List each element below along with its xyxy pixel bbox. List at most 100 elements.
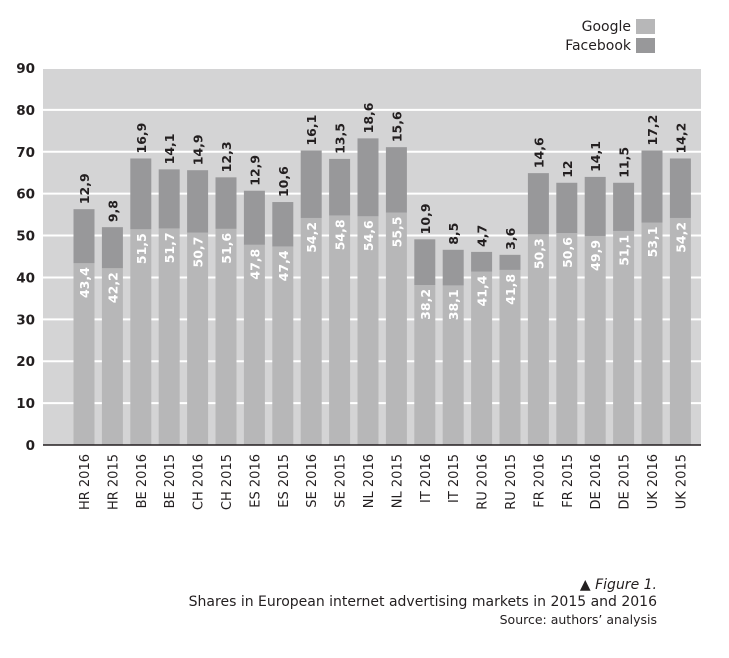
- bar-facebook: [101, 227, 123, 269]
- data-label-google: 47,4: [276, 250, 291, 281]
- y-tick-label: 60: [16, 187, 35, 203]
- legend-swatch-facebook: [636, 38, 655, 53]
- data-label-google: 54,8: [333, 219, 348, 250]
- x-tick-label: CH 2016: [192, 454, 207, 510]
- bar-facebook: [613, 182, 635, 231]
- bar-facebook: [357, 138, 379, 217]
- legend: Google Facebook: [565, 17, 655, 55]
- y-tick-label: 70: [16, 145, 35, 161]
- data-label-google: 41,8: [503, 274, 518, 305]
- data-label-facebook: 10,6: [276, 166, 291, 197]
- y-tick-label: 30: [16, 312, 35, 328]
- bar-google: [584, 235, 606, 445]
- x-tick-label: SE 2016: [305, 454, 320, 508]
- bar-google: [414, 284, 436, 445]
- bar-facebook: [669, 158, 691, 218]
- bar-google: [272, 246, 294, 445]
- bar-facebook: [499, 254, 521, 270]
- data-label-facebook: 12,9: [77, 173, 92, 204]
- legend-label-google: Google: [581, 18, 631, 35]
- data-label-google: 50,7: [191, 237, 206, 268]
- data-label-google: 51,5: [134, 233, 149, 264]
- y-tick-label: 40: [16, 270, 35, 286]
- figure-label: Figure 1.: [595, 577, 657, 593]
- x-tick-label: ES 2015: [277, 454, 292, 508]
- legend-item-google: Google: [565, 17, 655, 36]
- data-label-google: 51,1: [617, 235, 632, 266]
- data-label-facebook: 10,9: [418, 203, 433, 234]
- bar-facebook: [187, 170, 209, 233]
- data-label-facebook: 13,5: [333, 123, 348, 154]
- x-tick-label: FR 2015: [561, 454, 576, 508]
- y-tick-label: 20: [16, 354, 35, 370]
- bar-google: [101, 268, 123, 445]
- data-label-facebook: 14,9: [191, 134, 206, 165]
- legend-label-facebook: Facebook: [565, 37, 631, 54]
- x-tick-label: NL 2016: [362, 454, 377, 508]
- bar-google: [300, 217, 322, 445]
- y-tick-label: 50: [16, 229, 35, 245]
- data-label-facebook: 14,2: [673, 123, 688, 154]
- x-tick-label: IT 2016: [419, 454, 434, 503]
- x-tick-label: NL 2015: [390, 454, 405, 508]
- bar-facebook: [130, 158, 152, 230]
- y-tick-label: 0: [26, 438, 35, 454]
- data-label-google: 55,5: [389, 217, 404, 248]
- bar-facebook: [329, 158, 351, 216]
- data-label-google: 54,2: [673, 222, 688, 253]
- data-label-google: 42,2: [105, 272, 120, 303]
- y-tick-label: 10: [16, 396, 35, 412]
- bar-google: [130, 229, 152, 445]
- bar-google: [442, 285, 464, 445]
- data-label-google: 51,6: [219, 233, 234, 264]
- bar-google: [357, 216, 379, 445]
- bar-google: [471, 271, 493, 445]
- x-tick-label: CH 2015: [220, 454, 235, 510]
- bar-google: [158, 228, 180, 445]
- data-label-facebook: 8,5: [446, 223, 461, 245]
- data-label-google: 50,3: [531, 238, 546, 269]
- data-label-facebook: 16,1: [304, 115, 319, 146]
- bar-google: [215, 228, 237, 445]
- bar-facebook: [272, 202, 294, 247]
- x-tick-label: FR 2016: [532, 454, 547, 508]
- data-label-google: 38,2: [418, 289, 433, 320]
- x-tick-label: ES 2016: [248, 454, 263, 508]
- data-label-facebook: 14,1: [162, 134, 177, 165]
- bar-google: [385, 212, 407, 445]
- triangle-icon: ▲: [579, 577, 591, 593]
- x-tick-label: SE 2015: [334, 454, 349, 508]
- x-tick-label: RU 2015: [504, 454, 519, 510]
- bar-facebook: [73, 209, 95, 264]
- bar-facebook: [471, 251, 493, 272]
- legend-swatch-google: [636, 19, 655, 34]
- data-label-google: 43,4: [77, 267, 92, 298]
- x-tick-label: IT 2015: [447, 454, 462, 503]
- data-label-facebook: 3,6: [503, 227, 518, 249]
- x-tick-label: UK 2016: [646, 454, 661, 509]
- data-label-google: 38,1: [446, 289, 461, 320]
- data-label-facebook: 15,6: [389, 111, 404, 142]
- x-tick-label: BE 2016: [135, 454, 150, 508]
- y-tick-label: 80: [16, 103, 35, 119]
- figure-title: Shares in European internet advertising …: [188, 594, 657, 610]
- x-tick-label: RU 2016: [476, 454, 491, 510]
- data-label-facebook: 4,7: [475, 225, 490, 247]
- legend-item-facebook: Facebook: [565, 36, 655, 55]
- figure-caption: ▲ Figure 1. Shares in European internet …: [189, 577, 657, 627]
- data-label-google: 53,1: [645, 227, 660, 258]
- bar-google: [613, 230, 635, 445]
- data-label-facebook: 16,9: [134, 123, 149, 154]
- x-tick-label: HR 2016: [78, 454, 93, 510]
- data-label-facebook: 17,2: [645, 115, 660, 146]
- x-tick-label: BE 2015: [163, 454, 178, 508]
- bar-facebook: [556, 182, 578, 234]
- x-tick-label: UK 2015: [674, 454, 689, 509]
- x-tick-label: HR 2015: [106, 454, 121, 510]
- data-label-facebook: 18,6: [361, 102, 376, 133]
- data-label-facebook: 11,5: [617, 147, 632, 178]
- bar-google: [499, 269, 521, 445]
- bar-google: [73, 263, 95, 445]
- bar-facebook: [414, 239, 436, 285]
